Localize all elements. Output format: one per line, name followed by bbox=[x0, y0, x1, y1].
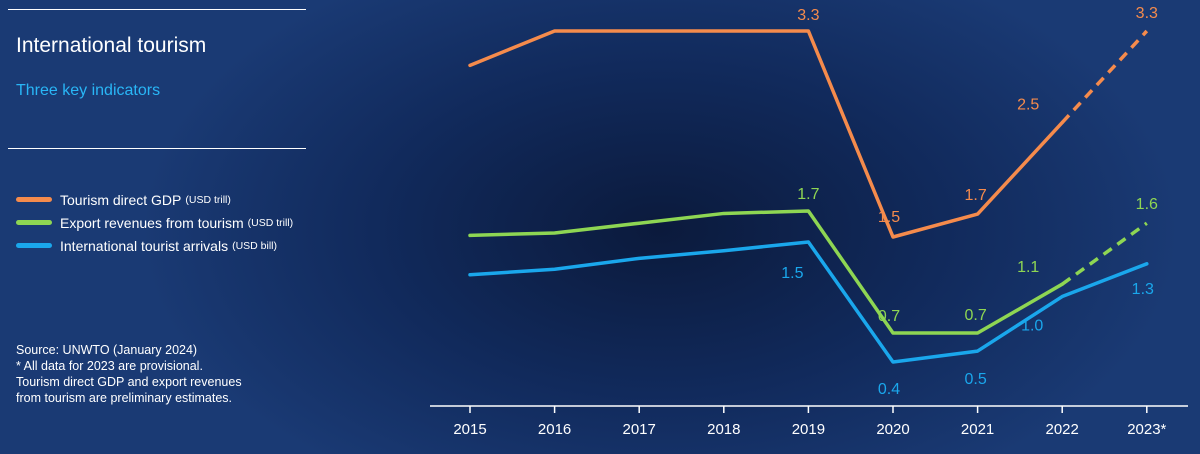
footnote-line-3: from tourism are preliminary estimates. bbox=[16, 391, 233, 405]
data-label: 1.0 bbox=[1021, 318, 1043, 335]
data-label: 1.5 bbox=[878, 209, 900, 226]
data-label: 1.1 bbox=[1017, 259, 1039, 276]
x-tick-label: 2018 bbox=[707, 421, 740, 438]
data-labels: 3.3 1.5 1.7 2.5 3.3 1.7 0.7 0.7 1.1 1.6 1.5 0.4 0.5 1… bbox=[781, 5, 1158, 398]
bottom-divider bbox=[8, 148, 306, 149]
series-lines bbox=[468, 29, 1149, 364]
legend-item-arrivals: International tourist arrivals (USD bill… bbox=[16, 234, 293, 257]
data-label: 0.4 bbox=[878, 381, 900, 398]
series-line-0 bbox=[468, 29, 1064, 239]
data-label: 3.3 bbox=[797, 7, 819, 24]
footnote-line-2: Tourism direct GDP and export revenues bbox=[16, 375, 242, 389]
x-tick-label: 2020 bbox=[876, 421, 909, 438]
legend-swatch-exports bbox=[16, 220, 52, 225]
x-tick-label: 2015 bbox=[453, 421, 486, 438]
legend-label-gdp: Tourism direct GDP bbox=[60, 191, 182, 208]
legend-unit-exports: (USD trill) bbox=[247, 216, 294, 229]
x-tick-label: 2022 bbox=[1046, 421, 1079, 438]
legend-label-arrivals: International tourist arrivals bbox=[60, 237, 229, 254]
x-tick-label: 2023* bbox=[1127, 421, 1166, 438]
series-line-provisional-1 bbox=[1061, 221, 1148, 286]
page-title: International tourism bbox=[16, 34, 207, 57]
legend-swatch-gdp bbox=[16, 197, 52, 202]
chart-legend: Tourism direct GDP (USD trill) Export re… bbox=[16, 188, 293, 257]
data-label: 1.6 bbox=[1136, 196, 1158, 213]
legend-unit-gdp: (USD trill) bbox=[185, 193, 231, 206]
data-label: 3.3 bbox=[1136, 5, 1158, 22]
x-axis: 2015 2016 2017 2018 2019 2020 2021 2022 2023* bbox=[430, 405, 1188, 438]
top-divider bbox=[8, 9, 306, 10]
series-line-1 bbox=[468, 209, 1064, 335]
legend-item-exports: Export revenues from tourism (USD trill) bbox=[16, 211, 293, 234]
legend-unit-arrivals: (USD bill) bbox=[232, 239, 277, 252]
data-label: 1.3 bbox=[1132, 281, 1154, 298]
page-subtitle: Three key indicators bbox=[16, 82, 161, 99]
data-label: 0.7 bbox=[878, 308, 900, 325]
info-panel: International tourism Three key indicato… bbox=[0, 0, 320, 454]
x-tick-label: 2017 bbox=[623, 421, 656, 438]
series-line-provisional-0 bbox=[1060, 29, 1149, 124]
data-label: 1.7 bbox=[964, 187, 986, 204]
x-tick-label: 2021 bbox=[961, 421, 994, 438]
data-label: 0.7 bbox=[964, 307, 986, 324]
legend-item-gdp: Tourism direct GDP (USD trill) bbox=[16, 188, 293, 211]
data-label: 1.5 bbox=[781, 265, 803, 282]
x-tick-label: 2019 bbox=[792, 421, 825, 438]
data-label: 0.5 bbox=[964, 371, 986, 388]
legend-swatch-arrivals bbox=[16, 243, 52, 248]
legend-label-exports: Export revenues from tourism bbox=[60, 214, 244, 231]
x-tick-label: 2016 bbox=[538, 421, 571, 438]
source-text: Source: UNWTO (January 2024) bbox=[16, 343, 198, 357]
source-note: Source: UNWTO (January 2024) * All data … bbox=[16, 342, 316, 406]
data-label: 1.7 bbox=[797, 186, 819, 203]
series-line-2 bbox=[468, 240, 1149, 364]
data-label: 2.5 bbox=[1017, 97, 1039, 114]
footnote-line-1: * All data for 2023 are provisional. bbox=[16, 359, 203, 373]
